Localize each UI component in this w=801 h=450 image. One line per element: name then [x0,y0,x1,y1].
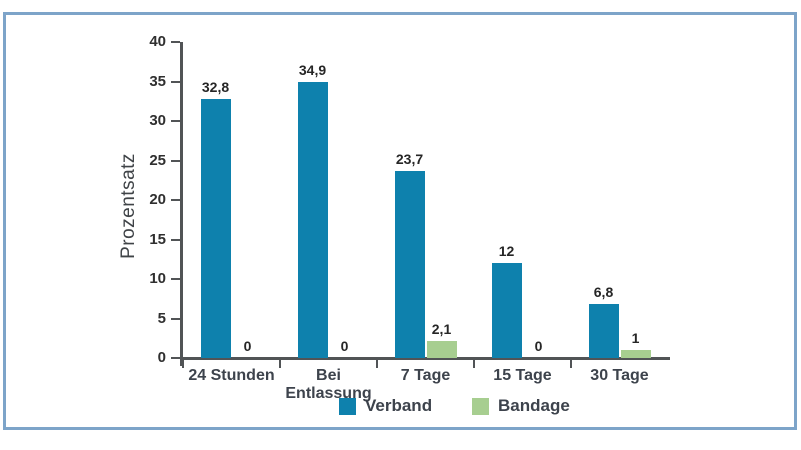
value-label-verband-4: 12 [498,243,515,259]
x-tick [376,360,378,368]
x-tick [473,360,475,368]
value-label-verband-2: 34,9 [298,62,327,78]
bar-verband-2 [297,82,328,358]
y-tick-label: 20 [149,191,166,208]
y-tick-label: 0 [157,349,166,366]
y-tick [171,238,180,241]
x-category-label-4: 15 Tage [493,367,552,384]
bandage-swatch-icon [472,397,489,415]
y-tick [171,357,180,359]
x-category-label-3: 7 Tage [400,367,451,384]
x-axis-line [180,357,670,360]
value-label-verband-1: 32,8 [201,79,230,95]
y-tick [171,80,180,83]
legend-label-bandage: Bandage [498,396,570,415]
y-tick [171,41,180,43]
x-tick [570,360,572,368]
y-tick [171,159,180,162]
value-label-bandage-3: 2,1 [431,321,452,337]
y-tick-label: 15 [149,230,166,248]
bar-verband-3 [394,171,425,358]
y-axis-line [180,42,183,366]
value-label-bandage-2: 0 [340,338,349,354]
legend-item-bandage: Bandage [472,396,570,415]
value-label-bandage-4: 0 [534,338,543,354]
y-tick-label: 40 [149,33,166,50]
bar-verband-1 [200,99,231,358]
y-tick-label: 35 [149,72,166,90]
x-tick [182,360,184,368]
x-category-label-1: 24 Stunden [188,367,275,384]
x-category-label-5: 30 Tage [590,367,649,384]
bar-bandage-3 [426,341,457,358]
value-label-bandage-1: 0 [243,338,252,354]
y-tick-label: 5 [157,309,166,327]
legend-label-verband: Verband [365,396,433,415]
value-label-verband-5: 6,8 [593,284,614,300]
bar-bandage-5 [620,350,651,358]
value-label-verband-3: 23,7 [395,151,424,167]
verband-swatch-icon [339,397,356,415]
value-label-bandage-5: 1 [631,330,640,346]
y-tick-label: 10 [149,270,166,287]
bar-verband-4 [491,263,522,358]
y-tick [171,199,180,201]
y-tick-label: 25 [149,151,166,169]
y-tick [171,278,180,280]
x-tick [279,360,281,368]
y-tick [171,317,180,320]
bar-verband-5 [588,304,619,358]
y-tick [171,120,180,122]
y-tick-label: 30 [149,112,166,129]
legend-item-verband: Verband [339,396,433,415]
